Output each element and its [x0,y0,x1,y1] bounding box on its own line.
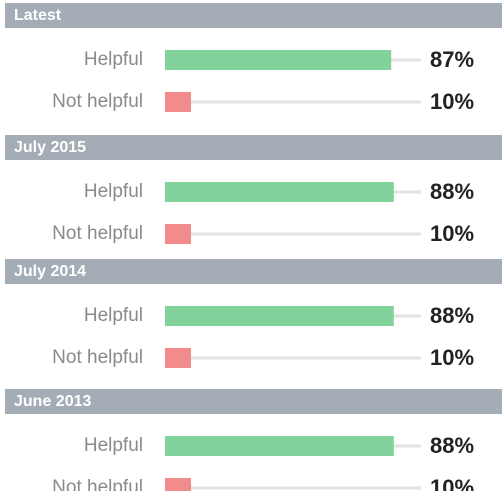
row-label: Helpful [84,305,143,326]
group-title: June 2013 [14,393,91,410]
bar [165,92,191,112]
row-label: Not helpful [52,477,143,491]
row-label: Helpful [84,181,143,202]
group-header [5,135,502,160]
percent-label: 10% [430,475,474,491]
percent-label: 87% [430,47,474,72]
percent-label: 10% [430,221,474,246]
group-title: Latest [14,7,62,24]
group-header [5,259,502,284]
bar [165,50,392,70]
bar [165,436,394,456]
percent-label: 10% [430,89,474,114]
row-label: Not helpful [52,347,143,368]
group-title: July 2015 [14,139,86,156]
bar-track [165,486,421,490]
bar [165,224,191,244]
percent-label: 88% [430,433,474,458]
bar [165,348,191,368]
bar [165,306,394,326]
percent-label: 88% [430,303,474,328]
bar [165,182,394,202]
group-header [5,389,502,414]
row-label: Helpful [84,49,143,70]
row-label: Helpful [84,435,143,456]
bar-track [165,100,421,104]
row-label: Not helpful [52,91,143,112]
bar [165,478,191,491]
group-title: July 2014 [14,263,86,280]
percent-label: 88% [430,179,474,204]
percent-label: 10% [430,345,474,370]
bar-track [165,356,421,360]
group-header [5,3,502,28]
row-label: Not helpful [52,223,143,244]
bar-track [165,232,421,236]
